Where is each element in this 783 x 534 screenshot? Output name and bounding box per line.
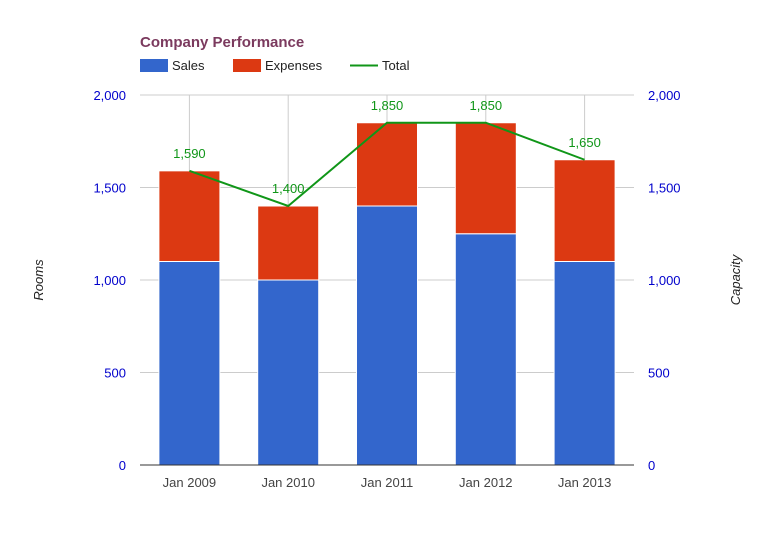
- data-label-0: 1,590: [173, 146, 206, 161]
- data-labels: 1,590 1,400 1,850 1,850 1,650: [173, 98, 601, 196]
- data-label-1: 1,400: [272, 181, 305, 196]
- y2-tick-label-4: 2,000: [648, 88, 681, 103]
- bar-sales-3: [454, 233, 517, 466]
- y2-axis-title: Capacity: [728, 253, 743, 305]
- y-tick-label-0: 0: [119, 458, 126, 473]
- x-tick-label-1: Jan 2010: [261, 475, 315, 490]
- y2-tick-label-3: 1,500: [648, 181, 681, 196]
- legend-swatch-expenses: [233, 59, 261, 72]
- data-label-3: 1,850: [470, 98, 503, 113]
- legend-label-total: Total: [382, 58, 410, 73]
- x-tick-label-2: Jan 2011: [361, 475, 414, 490]
- data-label-4: 1,650: [568, 135, 601, 150]
- y-tick-label-3: 1,500: [93, 181, 126, 196]
- y-tick-label-1: 500: [104, 366, 126, 381]
- y2-tick-label-2: 1,000: [648, 273, 681, 288]
- x-tick-label-3: Jan 2012: [459, 475, 513, 490]
- bar-expenses-2: [356, 122, 418, 207]
- bar-expenses-1: [257, 205, 320, 281]
- y-tick-label-4: 2,000: [93, 88, 126, 103]
- bar-sales-0: [158, 261, 221, 466]
- legend-label-sales: Sales: [172, 58, 205, 73]
- y2-tick-label-1: 500: [648, 366, 670, 381]
- bar-sales-4: [553, 261, 616, 466]
- x-tick-label-4: Jan 2013: [558, 475, 612, 490]
- y-tick-label-2: 1,000: [93, 273, 126, 288]
- total-line: [189, 121, 585, 208]
- chart-title: Company Performance: [140, 34, 304, 51]
- legend-swatch-sales: [140, 59, 168, 72]
- bar-expenses-4: [553, 159, 616, 262]
- bar-sales-2: [356, 205, 418, 466]
- data-label-2: 1,850: [371, 98, 404, 113]
- y2-tick-label-0: 0: [648, 458, 655, 473]
- total-line-path: [189, 121, 585, 208]
- bar-expenses-0: [158, 170, 221, 263]
- x-tick-label-0: Jan 2009: [163, 475, 217, 490]
- legend-label-expenses: Expenses: [265, 58, 323, 73]
- tick-labels: 0 500 1,000 1,500 2,000 0 500 1,000 1,500 2,000 Ja…: [93, 88, 680, 490]
- y-axis-title: Rooms: [31, 259, 46, 301]
- bar-expenses-3: [454, 122, 517, 235]
- bars: [158, 122, 616, 466]
- bar-sales-1: [257, 279, 320, 466]
- legend: Sales Expenses Total: [140, 58, 410, 73]
